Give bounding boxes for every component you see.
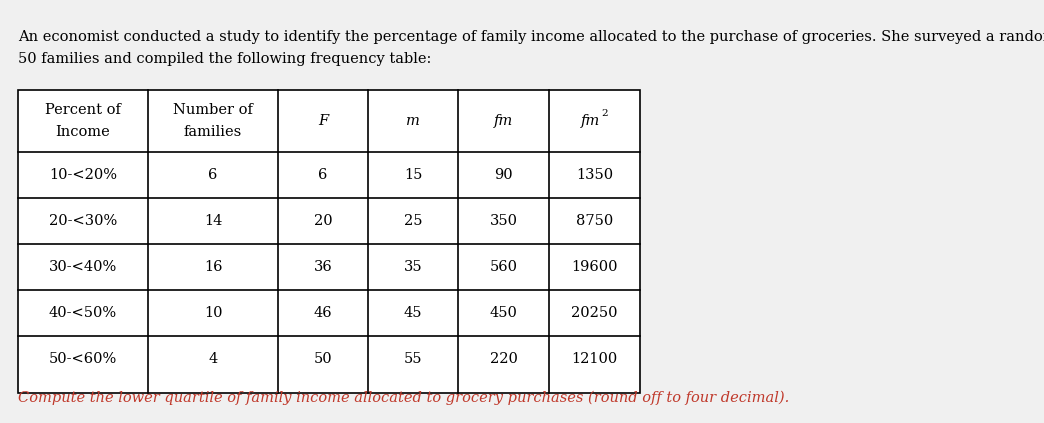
Text: 4: 4: [209, 352, 217, 366]
Text: 19600: 19600: [571, 260, 618, 274]
Text: 10-<20%: 10-<20%: [49, 168, 117, 182]
Text: 30-<40%: 30-<40%: [49, 260, 117, 274]
Text: Percent of: Percent of: [45, 103, 121, 117]
Text: 350: 350: [490, 214, 518, 228]
Text: 8750: 8750: [576, 214, 613, 228]
Text: m: m: [406, 114, 420, 128]
Text: 20: 20: [313, 214, 332, 228]
Text: 45: 45: [404, 306, 422, 320]
Bar: [18, 90, 640, 393]
Text: 50: 50: [313, 352, 332, 366]
Text: families: families: [184, 125, 242, 139]
Text: 20250: 20250: [571, 306, 618, 320]
Text: 14: 14: [204, 214, 222, 228]
Text: fm: fm: [580, 114, 600, 128]
Text: 2: 2: [601, 109, 608, 118]
Text: 220: 220: [490, 352, 518, 366]
Text: 36: 36: [313, 260, 332, 274]
Text: 10: 10: [204, 306, 222, 320]
Text: An economist conducted a study to identify the percentage of family income alloc: An economist conducted a study to identi…: [18, 30, 1044, 44]
Text: F: F: [318, 114, 328, 128]
Text: 90: 90: [494, 168, 513, 182]
Text: 1350: 1350: [576, 168, 613, 182]
Text: 6: 6: [209, 168, 218, 182]
Text: 12100: 12100: [571, 352, 618, 366]
Text: 35: 35: [404, 260, 423, 274]
Text: 46: 46: [313, 306, 332, 320]
Text: 20-<30%: 20-<30%: [49, 214, 117, 228]
Text: 560: 560: [490, 260, 518, 274]
Text: 55: 55: [404, 352, 422, 366]
Text: 50 families and compiled the following frequency table:: 50 families and compiled the following f…: [18, 52, 431, 66]
Bar: [18, 90, 640, 393]
Text: 25: 25: [404, 214, 422, 228]
Text: 450: 450: [490, 306, 518, 320]
Text: Income: Income: [55, 125, 111, 139]
Text: 6: 6: [318, 168, 328, 182]
Text: 40-<50%: 40-<50%: [49, 306, 117, 320]
Text: Compute the lower quartile of family income allocated to grocery purchases (roun: Compute the lower quartile of family inc…: [18, 390, 789, 405]
Text: 15: 15: [404, 168, 422, 182]
Text: 16: 16: [204, 260, 222, 274]
Text: fm: fm: [494, 114, 513, 128]
Text: 50-<60%: 50-<60%: [49, 352, 117, 366]
Text: Number of: Number of: [173, 103, 253, 117]
